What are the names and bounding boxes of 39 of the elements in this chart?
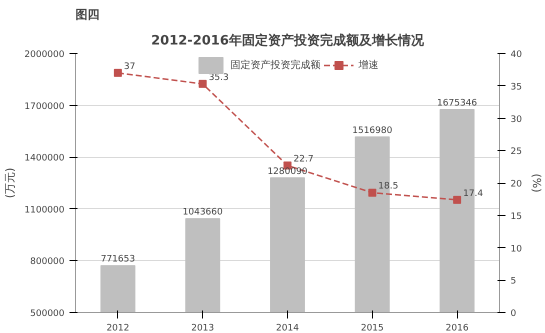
y2-tick-label: 40 (510, 50, 522, 60)
y2-tick-label: 30 (510, 114, 522, 125)
point (198, 80, 207, 88)
point (453, 196, 462, 204)
data-label: 1516980 (352, 126, 393, 136)
data-label: 22.7 (294, 154, 314, 165)
y2-tick-label: 0 (510, 309, 516, 319)
x-tick-label: 2014 (276, 324, 300, 333)
y2-tick-label: 20 (510, 180, 522, 190)
data-label: 1675346 (437, 98, 478, 109)
chart-title: 2012-2016年固定资产投资完成额及增长情况 (151, 32, 425, 48)
y-tick-label: 1700000 (24, 102, 65, 112)
text: 图四 (76, 8, 100, 22)
x-tick-label: 2015 (360, 324, 384, 333)
legend-label: 固定资产投资完成额 (230, 58, 320, 72)
data-label: 771653 (100, 254, 136, 265)
y2-tick-label: 25 (510, 147, 522, 158)
point (368, 188, 376, 197)
x-tick-label: 2012 (106, 324, 130, 333)
y-tick-label: 2000000 (24, 50, 65, 60)
x-tick-label: 2016 (446, 324, 469, 333)
y2-tick-label: 5 (510, 276, 516, 287)
y-tick-label: 1100000 (24, 205, 65, 216)
y2-tick-label: 10 (510, 244, 522, 254)
y-tick-label: 500000 (30, 309, 65, 319)
data-label: 1280090 (267, 166, 308, 177)
y-tick-label: 1400000 (24, 154, 65, 164)
point (114, 68, 122, 77)
y-tick-label: 800000 (30, 257, 65, 268)
data-label: 17.4 (463, 188, 484, 199)
y2-axis-title: (%) (530, 173, 543, 193)
y-axis-title: (万元) (3, 168, 16, 198)
y2-tick-label: 35 (510, 82, 522, 92)
data-label: 18.5 (378, 182, 398, 192)
x-tick-label: 2013 (191, 324, 214, 333)
data-label: 37 (124, 62, 136, 72)
y2-tick-label: 15 (510, 212, 522, 222)
data-label: 1043660 (182, 208, 224, 218)
legend-label: 增速 (358, 58, 378, 72)
